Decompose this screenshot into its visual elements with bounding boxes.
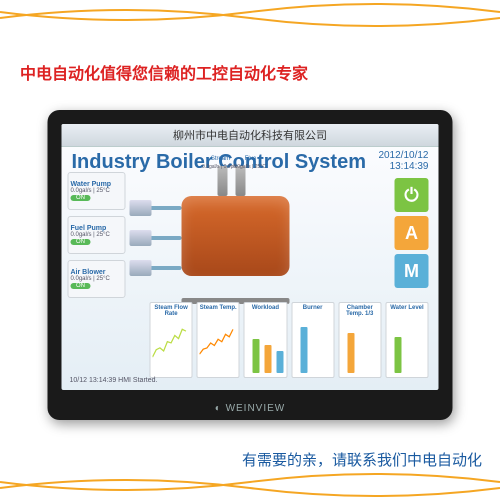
chart-line[interactable]: Steam Flow Rate [150,302,193,378]
device-icon [130,200,152,216]
hmi-screen: 柳州市中电自动化科技有限公司 Industry Boiler Control S… [62,124,439,390]
side-button[interactable]: ⏻ [395,178,429,212]
status-bar: 10/12 13:14:39 HMI Started. [70,377,158,384]
boiler-body [182,196,290,276]
stack-stream [218,166,228,196]
chart-line[interactable]: Steam Temp. [197,302,240,378]
chart-row: Steam Flow RateSteam Temp.WorkloadBurner… [150,302,429,378]
side-button-group: ⏻ AM [395,178,429,288]
window-title-bar: 柳州市中电自动化科技有限公司 [62,124,439,147]
hmi-monitor: 柳州市中电自动化科技有限公司 Industry Boiler Control S… [48,110,453,420]
chart-bar1[interactable]: Burner [291,302,334,378]
stack-flue [236,166,246,196]
chart-bar1[interactable]: Chamber Temp. 1/3 [338,302,381,378]
stack-label: Stream [204,156,238,162]
stack-value: 0.0gal/s | 25°C [230,164,270,170]
monitor-brand-logo: ◐ WEINVIEW [48,403,453,414]
stack-label: Flue [234,156,268,162]
boiler-diagram: Stream Flue 0.0gal/s | 0.0psi 0.0gal/s |… [150,178,320,298]
chart-bars[interactable]: Workload [244,302,287,378]
pump-status-box[interactable]: Water Pump0.0gal/s | 25°CON [68,172,126,210]
side-button[interactable]: A [395,216,429,250]
chart-bar1[interactable]: Water Level [385,302,428,378]
device-icon [130,260,152,276]
headline-text: 中电自动化值得您信赖的工控自动化专家 [20,60,308,84]
pump-status-box[interactable]: Air Blower0.0gal/s | 25°CON [68,260,126,298]
device-icon [130,230,152,246]
side-button[interactable]: M [395,254,429,288]
footer-text: 有需要的亲，请联系我们中电自动化 [242,449,482,470]
time-text: 13:14:39 [378,161,428,172]
pump-status-column: Water Pump0.0gal/s | 25°CON Fuel Pump0.0g… [68,172,126,298]
date-text: 2012/10/12 [378,150,428,161]
pump-status-box[interactable]: Fuel Pump0.0gal/s | 25°CON [68,216,126,254]
datetime-display: 2012/10/12 13:14:39 [378,150,428,172]
